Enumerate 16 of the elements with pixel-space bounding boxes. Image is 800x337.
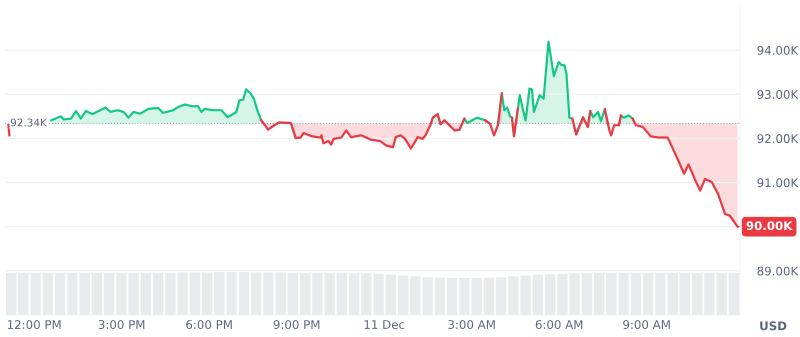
y-tick-label: 94.00K (757, 46, 798, 55)
x-tick-label: 6:00 AM (536, 320, 582, 329)
y-tick-label: 91.00K (757, 178, 798, 188)
y-tick-label: 93.00K (757, 90, 798, 99)
ref-line-label: 92.34K (10, 118, 48, 126)
annotation: 90.00K (746, 221, 793, 230)
y-tick-label: 92.00K (757, 134, 798, 144)
x-tick-label: 11 Dec (364, 320, 404, 329)
y-axis-title: USD (760, 321, 786, 330)
x-tick-label: 9:00 AM (623, 320, 670, 329)
y-tick-label: 89.00K (757, 266, 798, 276)
x-tick-label: 6:00 PM (186, 320, 232, 329)
x-tick-label: 3:00 PM (98, 320, 144, 329)
x-tick-label: 12:00 PM (8, 320, 61, 329)
x-tick-label: 9:00 PM (274, 320, 320, 329)
x-tick-label: 3:00 AM (448, 320, 495, 329)
